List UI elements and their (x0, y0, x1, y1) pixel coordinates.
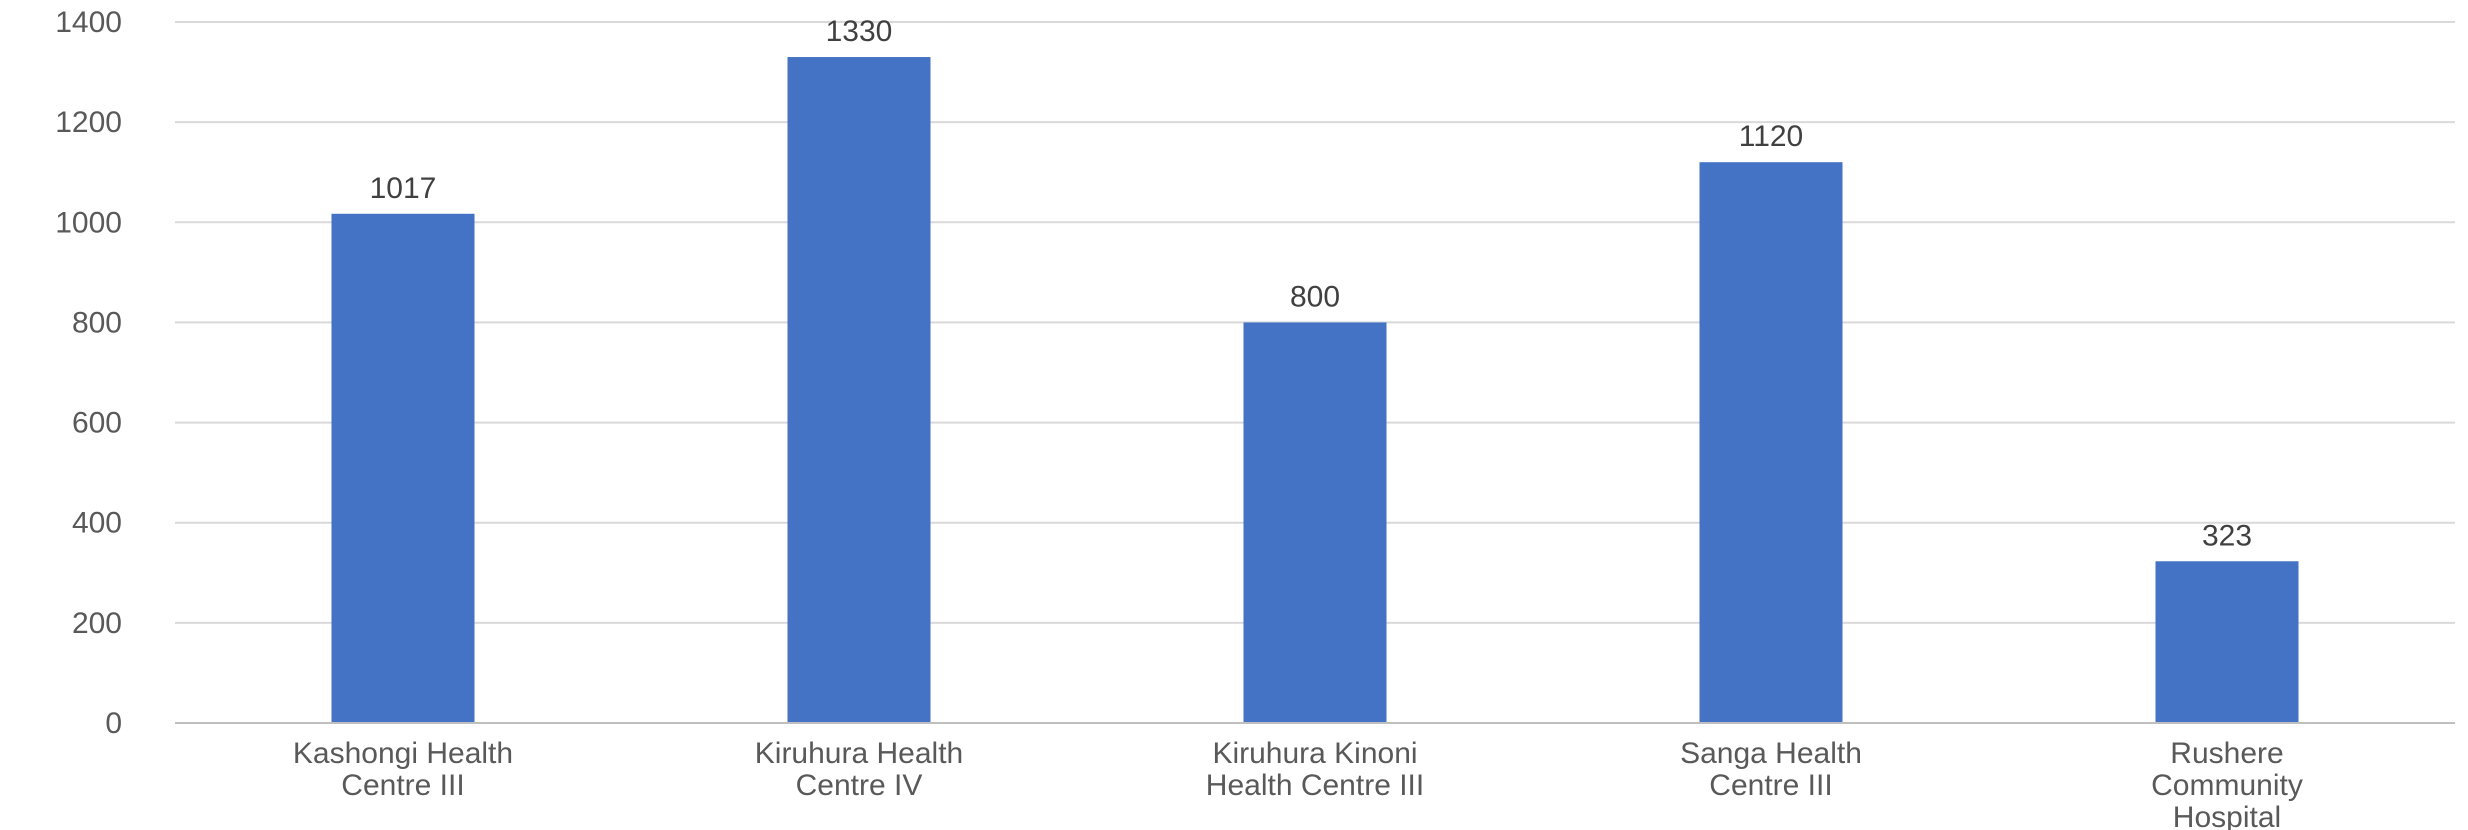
x-category-label-line: Centre III (341, 769, 464, 802)
y-tick-label: 1200 (55, 106, 122, 139)
x-category-label: Sanga Health Centre III (1680, 737, 1862, 802)
bar (1699, 162, 1843, 723)
x-category-label: Kiruhura Kinoni Health Centre III (1206, 737, 1424, 802)
x-category-label-line: Centre IV (796, 769, 923, 802)
y-tick-label: 600 (72, 407, 122, 440)
x-category-label-line: Hospital (2173, 801, 2281, 830)
x-category-label: Rushere Community Hospital (2151, 737, 2303, 830)
x-category-label: Kiruhura Health Centre IV (755, 737, 963, 802)
y-tick-label: 400 (72, 507, 122, 540)
y-tick-label: 1000 (55, 206, 122, 239)
bar (1243, 322, 1387, 723)
y-tick-label: 800 (72, 306, 122, 339)
bar (331, 213, 475, 724)
y-tick-label: 0 (105, 707, 122, 740)
bars (331, 57, 2299, 724)
x-category-label-line: Rushere (2170, 737, 2283, 770)
data-label: 800 (1290, 280, 1340, 313)
x-category-label-line: Community (2151, 769, 2303, 802)
data-label: 323 (2202, 519, 2252, 552)
x-category-label-line: Centre III (1709, 769, 1832, 802)
bar (2155, 561, 2299, 723)
labels: 0 200 400 600 800 1000 1200 1400 1017 Kashongi He… (55, 6, 2303, 830)
x-category-label-line: Kiruhura Kinoni (1212, 737, 1417, 770)
data-label: 1120 (1739, 120, 1804, 153)
x-category-label-line: Kashongi Health (293, 737, 513, 770)
x-category-label: Kashongi Health Centre III (293, 737, 513, 802)
x-category-label-line: Health Centre III (1206, 769, 1424, 802)
y-tick-label: 1400 (55, 6, 122, 39)
data-label: 1017 (370, 172, 437, 205)
x-category-label-line: Sanga Health (1680, 737, 1862, 770)
x-category-label-line: Kiruhura Health (755, 737, 963, 770)
y-tick-label: 200 (72, 607, 122, 640)
bar (787, 57, 931, 724)
data-label: 1330 (826, 15, 893, 48)
